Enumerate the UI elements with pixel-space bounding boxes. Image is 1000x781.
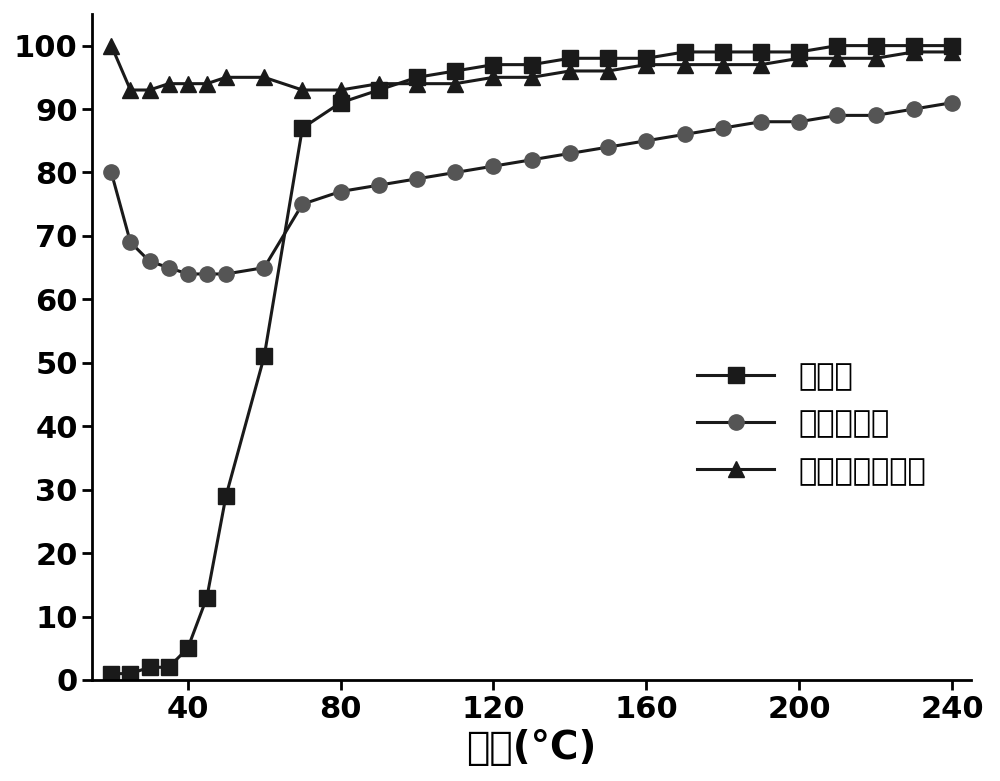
转化率 (373, 85, 385, 95)
乙烯气相选择性 (793, 54, 805, 63)
乙烯选择性 (201, 269, 213, 279)
乙烯选择性 (679, 130, 691, 139)
乙烯选择性 (258, 263, 270, 273)
乙烯气相选择性 (201, 79, 213, 88)
乙烯选择性 (182, 269, 194, 279)
乙烯气相选择性 (755, 60, 767, 70)
转化率 (717, 48, 729, 57)
乙烯气相选择性 (105, 41, 117, 50)
乙烯选择性 (373, 180, 385, 190)
乙烯气相选择性 (946, 48, 958, 57)
乙烯选择性 (124, 237, 136, 247)
乙烯选择性 (640, 136, 652, 145)
乙烯选择性 (144, 257, 156, 266)
转化率 (679, 48, 691, 57)
乙烯选择性 (449, 168, 461, 177)
乙烯气相选择性 (908, 48, 920, 57)
乙烯气相选择性 (296, 85, 308, 95)
转化率 (124, 669, 136, 679)
转化率 (449, 66, 461, 76)
乙烯选择性 (831, 111, 843, 120)
乙烯气相选择性 (144, 85, 156, 95)
转化率 (831, 41, 843, 50)
乙烯气相选择性 (487, 73, 499, 82)
乙烯选择性 (564, 148, 576, 158)
乙烯选择性 (717, 123, 729, 133)
转化率 (793, 48, 805, 57)
乙烯选择性 (487, 162, 499, 171)
转化率 (144, 662, 156, 672)
乙烯气相选择性 (679, 60, 691, 70)
乙烯选择性 (411, 174, 423, 184)
转化率 (487, 60, 499, 70)
乙烯选择性 (335, 187, 347, 196)
乙烯选择性 (163, 263, 175, 273)
乙烯气相选择性 (640, 60, 652, 70)
转化率 (296, 123, 308, 133)
转化率 (182, 644, 194, 653)
乙烯气相选择性 (526, 73, 538, 82)
乙烯气相选择性 (411, 79, 423, 88)
转化率 (908, 41, 920, 50)
X-axis label: 温度(°C): 温度(°C) (466, 729, 597, 767)
转化率 (602, 54, 614, 63)
乙烯选择性 (105, 168, 117, 177)
转化率 (640, 54, 652, 63)
乙烯气相选择性 (717, 60, 729, 70)
转化率 (526, 60, 538, 70)
转化率 (220, 491, 232, 501)
转化率 (163, 662, 175, 672)
乙烯选择性 (793, 117, 805, 127)
乙烯气相选择性 (870, 54, 882, 63)
乙烯气相选择性 (163, 79, 175, 88)
转化率 (258, 351, 270, 361)
转化率 (335, 98, 347, 107)
乙烯选择性 (946, 98, 958, 107)
转化率 (870, 41, 882, 50)
乙烯选择性 (908, 105, 920, 114)
Line: 乙烯选择性: 乙烯选择性 (104, 95, 960, 282)
转化率 (411, 73, 423, 82)
乙烯选择性 (296, 199, 308, 209)
Legend: 转化率, 乙烯选择性, 乙烯气相选择性: 转化率, 乙烯选择性, 乙烯气相选择性 (685, 350, 938, 498)
乙烯选择性 (755, 117, 767, 127)
乙烯选择性 (220, 269, 232, 279)
转化率 (755, 48, 767, 57)
乙烯气相选择性 (335, 85, 347, 95)
转化率 (105, 669, 117, 679)
转化率 (201, 593, 213, 602)
乙烯气相选择性 (182, 79, 194, 88)
乙烯气相选择性 (602, 66, 614, 76)
乙烯选择性 (526, 155, 538, 165)
乙烯气相选择性 (564, 66, 576, 76)
转化率 (564, 54, 576, 63)
乙烯气相选择性 (831, 54, 843, 63)
乙烯气相选择性 (449, 79, 461, 88)
乙烯气相选择性 (258, 73, 270, 82)
乙烯选择性 (870, 111, 882, 120)
乙烯气相选择性 (220, 73, 232, 82)
Line: 乙烯气相选择性: 乙烯气相选择性 (104, 38, 960, 98)
Line: 转化率: 转化率 (104, 38, 960, 681)
乙烯选择性 (602, 142, 614, 152)
转化率 (946, 41, 958, 50)
乙烯气相选择性 (124, 85, 136, 95)
乙烯气相选择性 (373, 79, 385, 88)
